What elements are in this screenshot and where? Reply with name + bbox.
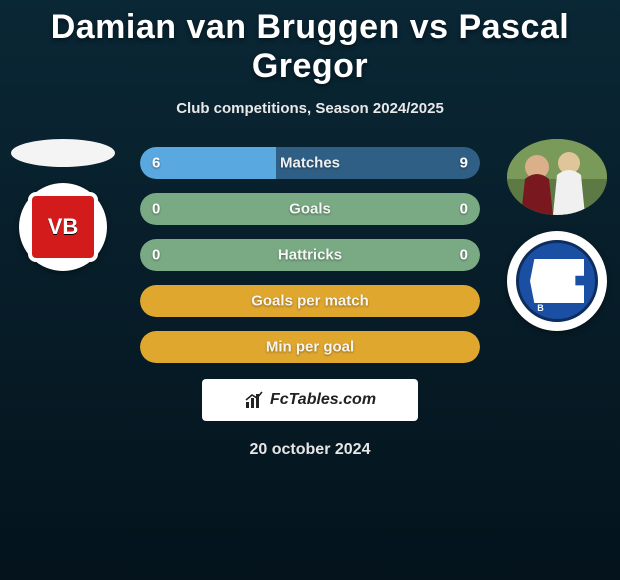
vb-badge-icon xyxy=(28,192,98,262)
lyngby-badge-text: LYNGBY B xyxy=(537,293,577,313)
club-left-badge xyxy=(19,183,107,271)
header: Damian van Bruggen vs Pascal Gregor Club… xyxy=(0,0,620,117)
page-title: Damian van Bruggen vs Pascal Gregor xyxy=(0,8,620,86)
player-right-column: LYNGBY B xyxy=(502,139,612,331)
player-left-column xyxy=(8,139,118,271)
bar-right-value: 0 xyxy=(460,201,468,218)
comparison-content: LYNGBY B 6 9 Matches 0 0 Goals 0 0 Hattricks Goal… xyxy=(0,147,620,459)
player-right-photo-illustration xyxy=(507,139,607,215)
bar-right-value: 0 xyxy=(460,247,468,264)
attribution-box: FcTables.com xyxy=(202,379,418,421)
player-left-photo xyxy=(11,139,115,167)
chart-icon xyxy=(244,390,264,410)
attribution-text: FcTables.com xyxy=(270,391,376,409)
date-text: 20 october 2024 xyxy=(0,441,620,459)
stat-bar-row: Goals per match xyxy=(140,285,480,317)
bar-label: Min per goal xyxy=(266,339,354,356)
bar-label: Matches xyxy=(280,155,340,172)
club-right-badge: LYNGBY B xyxy=(507,231,607,331)
stat-bar-row: 0 0 Hattricks xyxy=(140,239,480,271)
stat-bars: 6 9 Matches 0 0 Goals 0 0 Hattricks Goals per mat… xyxy=(140,147,480,363)
bar-left-value: 0 xyxy=(152,201,160,218)
bar-left-value: 6 xyxy=(152,155,160,172)
bar-label: Goals xyxy=(289,201,331,218)
player-right-photo xyxy=(507,139,607,215)
lyngby-badge-icon: LYNGBY B xyxy=(516,240,598,322)
page-subtitle: Club competitions, Season 2024/2025 xyxy=(0,100,620,117)
stat-bar-row: 0 0 Goals xyxy=(140,193,480,225)
bar-left-value: 0 xyxy=(152,247,160,264)
bar-label: Hattricks xyxy=(278,247,342,264)
stat-bar-row: Min per goal xyxy=(140,331,480,363)
stat-bar-row: 6 9 Matches xyxy=(140,147,480,179)
bar-left-fill xyxy=(140,147,276,179)
bar-right-value: 9 xyxy=(460,155,468,172)
bar-label: Goals per match xyxy=(251,293,369,310)
